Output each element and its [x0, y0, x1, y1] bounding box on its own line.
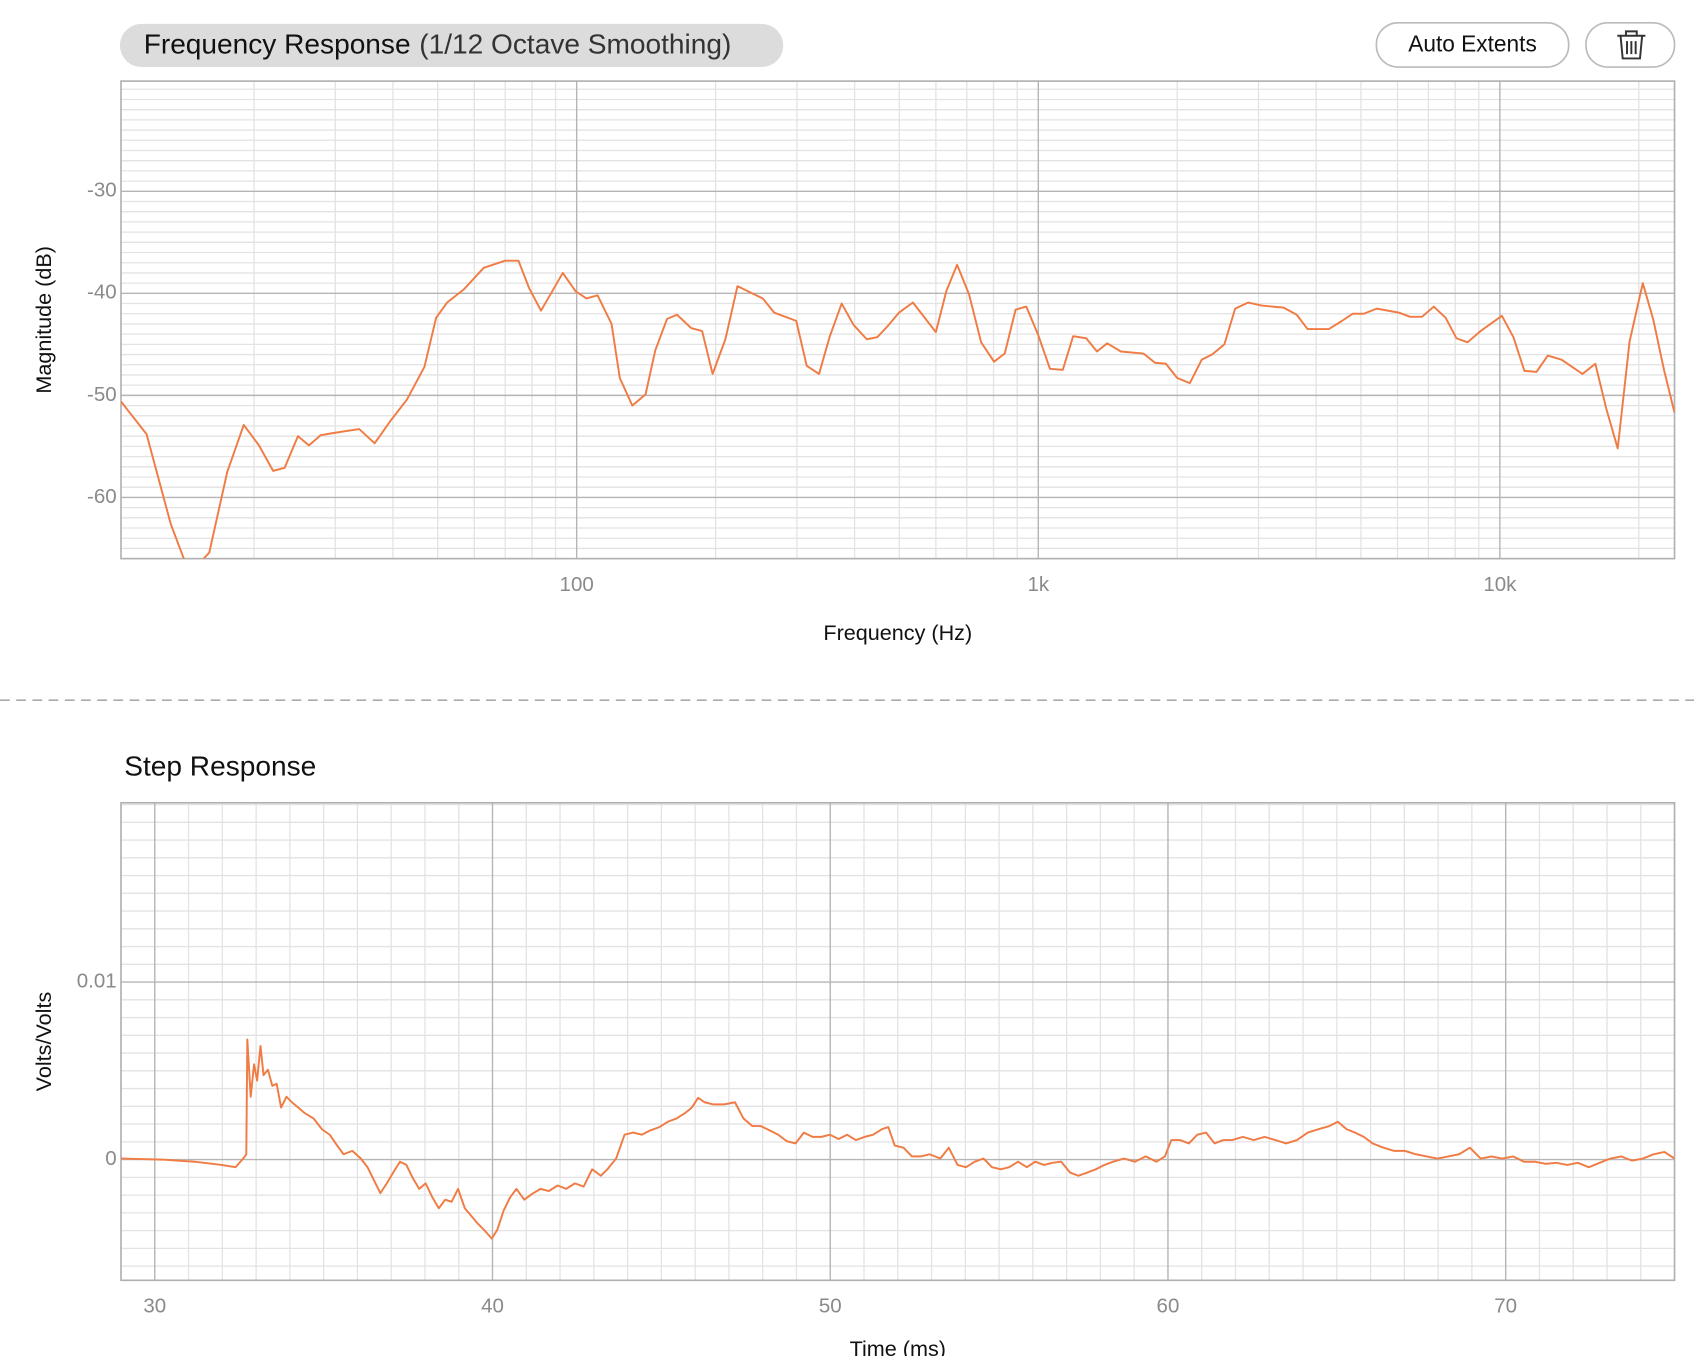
plot-frame — [120, 801, 1676, 1282]
x-tick-label: 30 — [143, 1295, 166, 1318]
trash-icon — [1617, 30, 1646, 60]
button-label: Auto Extents — [1408, 30, 1537, 56]
x-tick-label: 100 — [560, 573, 594, 596]
chart-title: Frequency Response (1/12 Octave Smoothing… — [144, 29, 732, 60]
y-axis-label: Volts/Volts — [31, 992, 56, 1092]
y-tick-label: 0 — [105, 1147, 116, 1170]
plot-frame — [120, 80, 1676, 560]
subtitle: (1/12 Octave Smoothing) — [419, 29, 731, 60]
y-tick-label: -50 — [87, 383, 117, 406]
x-tick-label: 1k — [1027, 573, 1049, 596]
x-tick-label: 40 — [481, 1295, 504, 1318]
data-line — [121, 259, 1675, 559]
y-axis-label: Magnitude (dB) — [31, 246, 56, 394]
y-tick-label: -40 — [87, 281, 117, 304]
x-tick-label: 70 — [1494, 1295, 1517, 1318]
x-tick-label: 60 — [1157, 1295, 1180, 1318]
chart-title: Step Response — [124, 751, 316, 782]
y-tick-label: 0.01 — [77, 969, 117, 992]
plot — [120, 801, 1676, 1282]
auto-extents-button[interactable]: Auto Extents — [1375, 21, 1570, 68]
y-tick-label: -30 — [87, 179, 117, 202]
title-pill — [119, 23, 784, 68]
data-line — [121, 1038, 1675, 1240]
x-tick-label: 50 — [819, 1295, 842, 1318]
delete-button[interactable] — [1585, 21, 1676, 68]
y-tick-label: -60 — [87, 485, 117, 508]
plot — [120, 80, 1676, 560]
x-axis-label: Time (ms) — [850, 1336, 946, 1356]
title: Frequency Response — [144, 29, 411, 60]
x-tick-label: 10k — [1483, 573, 1517, 596]
x-axis-label: Frequency (Hz) — [823, 620, 972, 645]
